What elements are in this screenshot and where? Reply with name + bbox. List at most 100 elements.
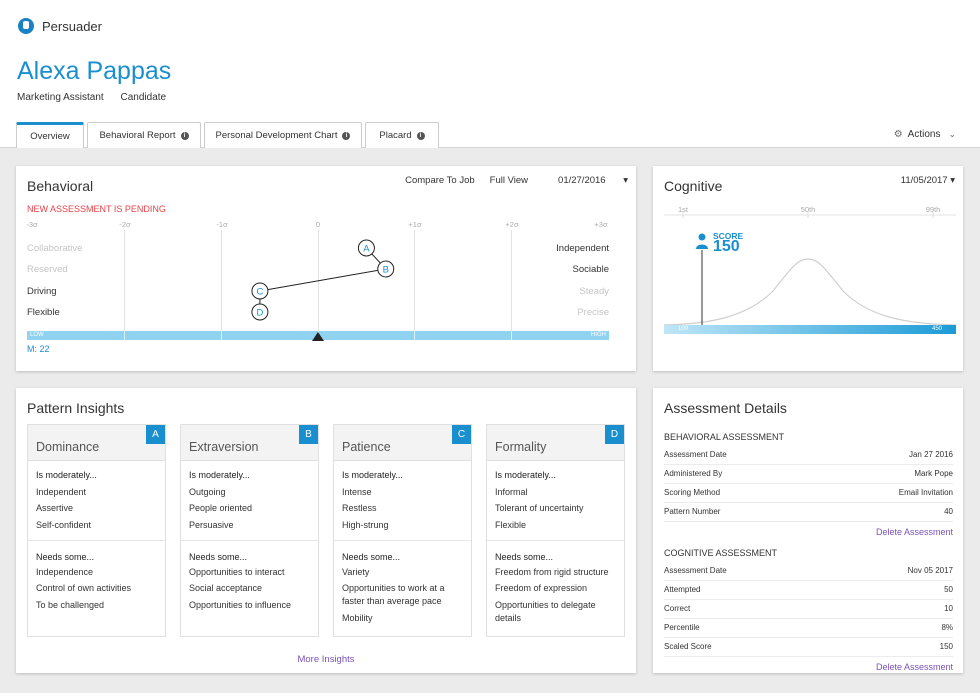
detail-key: Scaled Score: [664, 642, 712, 651]
trait-item: Flexible: [495, 519, 527, 530]
more-insights-link[interactable]: More Insights: [297, 654, 355, 665]
behavioral-date: 01/27/2016: [558, 175, 606, 186]
bar-tick: [414, 331, 415, 340]
caret-down-icon: ▾: [950, 175, 955, 186]
pattern-insights-card: Pattern Insights Dominance A Is moderately…: [16, 388, 636, 673]
factor-point-c[interactable]: C: [251, 282, 269, 300]
behavioral-toolbar: Compare To Job Full View 01/27/2016 ▾: [390, 175, 628, 186]
trait-item: Persuasive: [189, 519, 234, 530]
tab-overview[interactable]: Overview: [16, 122, 84, 148]
trait-steady: Steady: [579, 286, 609, 297]
trait-item: Informal: [495, 486, 528, 497]
candidate-job-title: Marketing Assistant: [17, 92, 104, 103]
full-view-link[interactable]: Full View: [489, 175, 529, 186]
high-label: HIGH: [591, 332, 606, 338]
needs-heading: Needs some...: [189, 552, 248, 562]
score-value: 150: [713, 238, 740, 255]
detail-value: 50: [944, 585, 953, 594]
trait-item: People oriented: [189, 503, 253, 513]
needs-heading: Needs some...: [342, 552, 401, 562]
divider: [487, 540, 624, 541]
needs-section: Needs some... Opportunities to interact So…: [189, 549, 314, 615]
need-item: Opportunities to interact: [189, 566, 285, 577]
low-label: LOW: [30, 332, 44, 338]
need-item: Opportunities to work at a faster than a…: [342, 583, 445, 606]
moderately-heading: Is moderately...: [495, 470, 556, 480]
percentile-label: 99th: [925, 205, 941, 214]
m-value: M: 22: [27, 344, 50, 354]
sigma-label: +1σ: [408, 220, 422, 229]
insight-title: Formality: [495, 440, 547, 454]
factor-point-label: D: [256, 308, 263, 319]
need-item: Control of own activities: [36, 583, 132, 593]
bar-tick: [124, 331, 125, 340]
moderately-section: Is moderately... Independent Assertive Self…: [36, 467, 97, 533]
info-icon[interactable]: i: [416, 131, 425, 140]
detail-row: Assessment Date Jan 27 2016: [664, 446, 953, 465]
tab-label: Placard: [379, 130, 412, 141]
connector-line: [259, 268, 386, 292]
factor-badge: D: [605, 425, 624, 444]
grid-line: [318, 230, 319, 340]
behavioral-card: Behavioral Compare To Job Full View 01/2…: [16, 166, 636, 371]
sigma-label: +3σ: [594, 220, 608, 229]
detail-row: Scoring Method Email Invitation: [664, 484, 953, 503]
detail-value: 8%: [941, 623, 953, 632]
delete-behavioral-assessment-link[interactable]: Delete Assessment: [875, 527, 953, 537]
trait-sociable: Sociable: [572, 264, 609, 275]
actions-label: Actions: [907, 129, 941, 140]
need-item: Freedom of expression: [495, 583, 588, 593]
detail-key: Assessment Date: [664, 566, 727, 575]
tab-bar: Overview Behavioral Report i Personal Dev…: [16, 122, 442, 148]
actions-menu[interactable]: ⚙ Actions ⌄: [894, 129, 956, 140]
need-item: Social acceptance: [189, 583, 263, 593]
cognitive-date: 11/05/2017: [900, 175, 948, 186]
info-icon[interactable]: i: [180, 131, 189, 140]
tab-label: Overview: [30, 131, 70, 142]
trait-item: Self-confident: [36, 519, 92, 530]
range-low: 100: [678, 326, 689, 332]
factor-point-b[interactable]: B: [377, 260, 395, 278]
moderately-heading: Is moderately...: [36, 470, 97, 480]
person-icon: [696, 233, 708, 249]
insight-card-header: Patience C: [334, 425, 471, 461]
persuader-logo-icon: [18, 18, 34, 34]
detail-row: Percentile 8%: [664, 619, 953, 638]
cognitive-date-select[interactable]: 11/05/2017 ▾: [901, 175, 955, 186]
factor-point-a[interactable]: A: [357, 239, 375, 257]
trait-reserved: Reserved: [27, 264, 68, 275]
trait-precise: Precise: [577, 307, 609, 318]
pattern-title: Pattern Insights: [27, 400, 125, 416]
needs-heading: Needs some...: [36, 552, 95, 562]
divider: [334, 540, 471, 541]
bar-tick: [511, 331, 512, 340]
percentile-label: 1st: [677, 205, 689, 214]
compare-to-job-link[interactable]: Compare To Job: [405, 175, 475, 186]
detail-value: Nov 05 2017: [907, 566, 953, 575]
trait-collaborative: Collaborative: [27, 243, 83, 254]
tab-placard[interactable]: Placard i: [365, 122, 439, 148]
moderately-section: Is moderately... Informal Tolerant of unce…: [495, 467, 584, 533]
insight-card-header: Dominance A: [28, 425, 165, 461]
app-name: Persuader: [42, 18, 102, 34]
details-title: Assessment Details: [664, 400, 787, 416]
factor-point-d[interactable]: D: [251, 303, 269, 321]
tab-behavioral-report[interactable]: Behavioral Report i: [87, 122, 201, 148]
percentile-label: 50th: [800, 205, 816, 214]
trait-driving: Driving: [27, 286, 57, 297]
trait-item: Outgoing: [189, 486, 226, 497]
info-icon[interactable]: i: [342, 131, 351, 140]
tab-personal-development-chart[interactable]: Personal Development Chart i: [204, 122, 362, 148]
trait-flexible: Flexible: [27, 307, 60, 318]
detail-row: Pattern Number 40: [664, 503, 953, 522]
cognitive-title: Cognitive: [664, 178, 723, 194]
app-brand[interactable]: Persuader: [18, 18, 102, 34]
delete-cognitive-assessment-link[interactable]: Delete Assessment: [875, 662, 953, 672]
behavioral-date-select[interactable]: 01/27/2016 ▾: [543, 175, 628, 186]
insight-card-header: Extraversion B: [181, 425, 318, 461]
behavioral-title: Behavioral: [27, 178, 94, 194]
sigma-label: +2σ: [505, 220, 519, 229]
trait-item: High-strung: [342, 519, 389, 530]
grid-line: [511, 230, 512, 340]
detail-value: 40: [944, 507, 953, 516]
